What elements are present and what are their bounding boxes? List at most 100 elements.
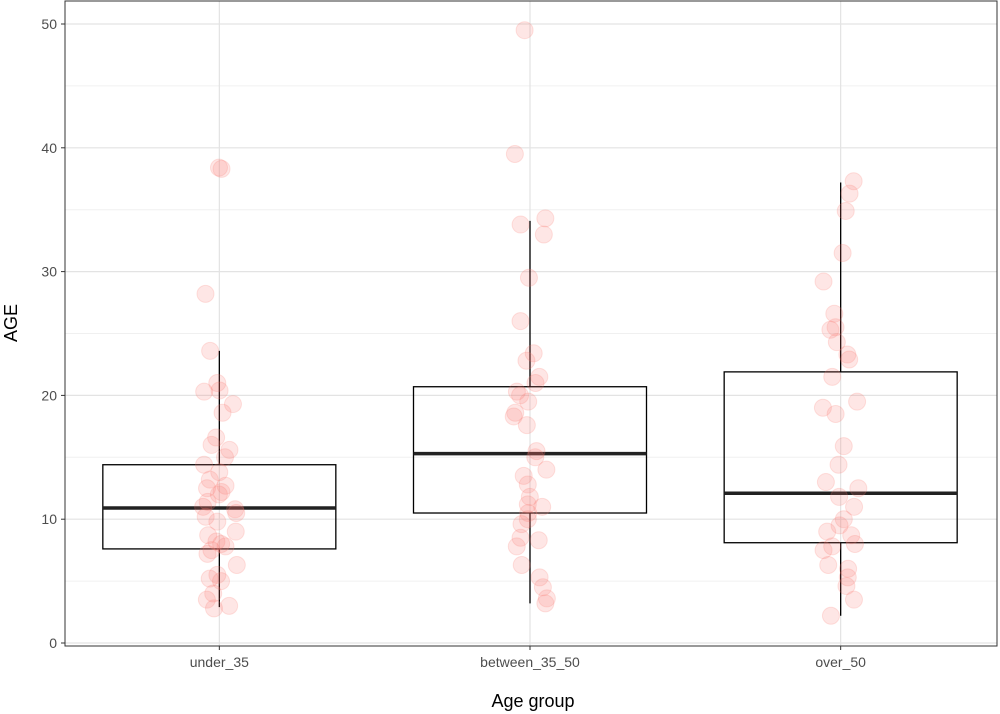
data-point	[514, 466, 533, 485]
data-point	[537, 589, 556, 608]
data-point	[826, 318, 845, 337]
data-point	[520, 487, 539, 506]
data-point	[216, 476, 235, 495]
data-point	[829, 455, 848, 474]
data-point	[821, 320, 840, 339]
data-point	[517, 351, 536, 370]
data-point	[830, 516, 849, 535]
data-point	[519, 268, 538, 287]
data-point	[227, 504, 246, 523]
data-point	[533, 578, 552, 597]
data-point	[821, 606, 840, 625]
data-point	[511, 528, 530, 547]
box-between_35_50	[412, 220, 648, 604]
data-point	[519, 392, 538, 411]
data-point	[201, 341, 220, 360]
data-point	[195, 382, 214, 401]
data-point	[200, 470, 219, 489]
data-point	[823, 537, 842, 556]
data-point	[207, 428, 226, 447]
data-point	[844, 172, 863, 191]
data-point	[505, 144, 524, 163]
data-point	[823, 367, 842, 386]
box-iqr	[412, 386, 648, 514]
data-point	[208, 374, 227, 393]
data-point	[518, 475, 537, 494]
data-point	[518, 510, 537, 529]
data-point	[527, 442, 546, 461]
data-point	[507, 382, 526, 401]
data-point	[213, 403, 232, 422]
data-point	[223, 395, 242, 414]
data-point	[208, 565, 227, 584]
data-point	[816, 473, 835, 492]
data-point	[526, 448, 545, 467]
data-point	[198, 479, 217, 498]
data-point	[849, 479, 868, 498]
x-tick-label: over_50	[815, 654, 866, 670]
data-point	[813, 398, 832, 417]
data-point	[834, 437, 853, 456]
data-point	[202, 435, 221, 454]
data-point	[209, 485, 228, 504]
jitter-points	[194, 21, 868, 625]
data-point	[204, 599, 223, 618]
y-tick-label: 0	[49, 635, 57, 651]
data-point	[210, 463, 229, 482]
data-point	[529, 531, 548, 550]
data-point	[536, 209, 555, 228]
data-point	[533, 497, 552, 516]
data-point	[845, 497, 864, 516]
data-point	[512, 515, 531, 534]
data-point	[210, 381, 229, 400]
data-point	[839, 559, 858, 578]
data-point	[227, 556, 246, 575]
data-point	[208, 512, 227, 531]
data-point	[195, 455, 214, 474]
data-point	[220, 596, 239, 615]
data-point	[526, 374, 545, 393]
data-point	[818, 522, 837, 541]
data-point	[216, 448, 235, 467]
data-point	[536, 594, 555, 613]
panel-border	[64, 0, 998, 647]
data-point	[814, 541, 833, 560]
data-point	[198, 544, 217, 563]
data-point	[216, 537, 235, 556]
box-over_50	[723, 182, 958, 616]
data-point	[226, 522, 245, 541]
x-tick-label: between_35_50	[480, 654, 580, 670]
data-point	[842, 526, 861, 545]
data-point	[838, 345, 857, 364]
data-point	[196, 507, 215, 526]
data-point	[838, 568, 857, 587]
data-point	[197, 590, 216, 609]
boxes	[102, 182, 958, 616]
data-point	[511, 386, 530, 405]
data-point	[504, 407, 523, 426]
data-point	[194, 497, 213, 516]
data-point	[226, 500, 245, 519]
data-point	[507, 537, 526, 556]
data-point	[512, 556, 531, 575]
data-point	[212, 534, 231, 553]
x-axis-title: Age group	[491, 691, 574, 711]
data-point	[840, 184, 859, 203]
data-point	[511, 312, 530, 331]
data-point	[819, 556, 838, 575]
data-point	[511, 215, 530, 234]
data-point	[848, 392, 867, 411]
data-point	[537, 460, 556, 479]
y-axis-title: AGE	[1, 304, 21, 342]
data-point	[212, 159, 231, 178]
data-point	[830, 487, 849, 506]
y-tick-label: 50	[41, 16, 57, 32]
data-point	[837, 577, 856, 596]
data-point	[212, 572, 231, 591]
data-point	[845, 534, 864, 553]
y-tick-label: 10	[41, 511, 57, 527]
x-tick-label: under_35	[190, 654, 249, 670]
data-point	[840, 350, 859, 369]
data-point	[834, 510, 853, 529]
